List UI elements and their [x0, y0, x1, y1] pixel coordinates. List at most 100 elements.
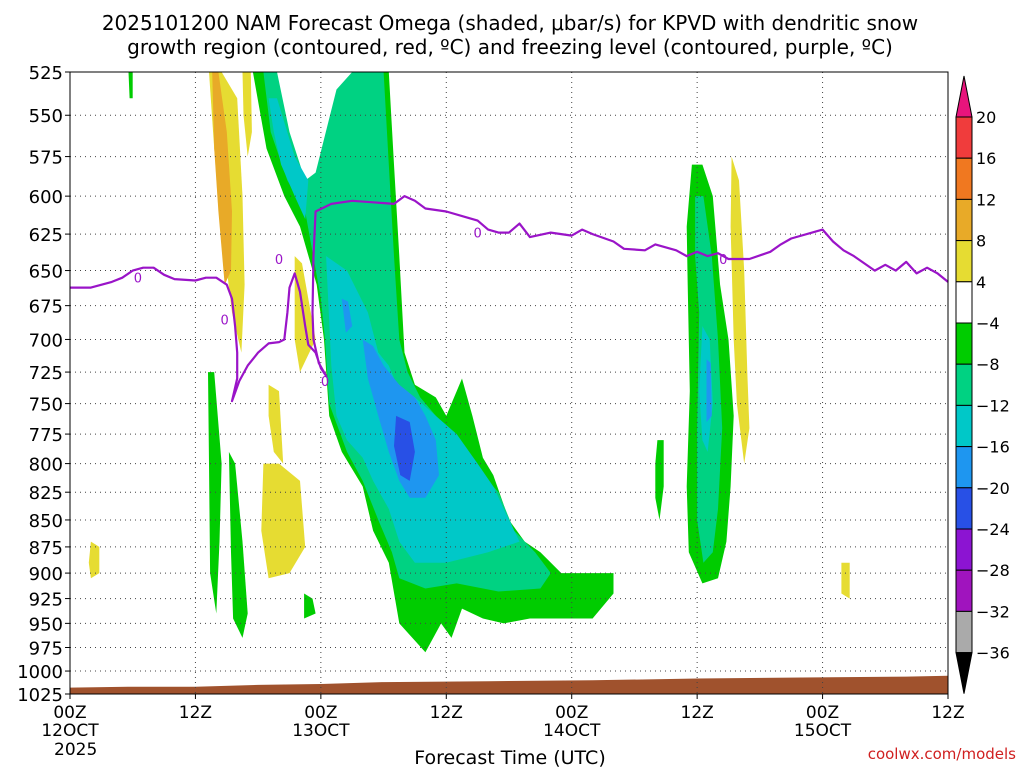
x-tick-time-label: 00Z	[806, 703, 839, 723]
y-tick-label: 750	[29, 395, 63, 416]
terrain-surface	[70, 675, 948, 694]
y-tick-label: 1000	[17, 662, 63, 683]
y-tick-label: 725	[29, 363, 63, 384]
omega-region-neg4-5	[655, 440, 664, 520]
omega-region-4-6	[730, 156, 750, 464]
omega-region-4-3	[268, 384, 284, 464]
ground-terrain	[70, 675, 948, 694]
omega-region-8-0	[212, 72, 232, 285]
omega-region-neg16-1	[341, 298, 353, 333]
colorbar-swatch	[955, 446, 973, 489]
omega-region-4-4	[261, 463, 306, 579]
x-tick-date-label: 15OCT	[794, 721, 852, 741]
colorbar-swatch	[955, 404, 973, 448]
colorbar-swatch	[955, 610, 973, 654]
y-axis: 525 550 575 600 625 650 675 700 725 750 775 800 825 8…	[17, 63, 70, 706]
y-tick-label: 825	[29, 483, 63, 504]
colorbar-label: −16	[976, 438, 1010, 457]
colorbar-label: 16	[976, 149, 996, 168]
x-tick-time-label: 12Z	[681, 703, 714, 723]
y-tick-label: 700	[29, 330, 63, 351]
colorbar: 20 16 12 8 4 −4 −8 −12 −16 −20 −24 −28 −32 −36	[955, 75, 1010, 694]
omega-shading	[88, 72, 850, 653]
y-tick-label: 850	[29, 511, 63, 532]
x-tick-year-label: 2025	[54, 740, 97, 760]
colorbar-swatch	[955, 116, 973, 159]
colorbar-label: 12	[976, 190, 996, 209]
y-tick-label: 675	[29, 297, 63, 318]
colorbar-label: 20	[976, 108, 996, 127]
colorbar-label: −20	[976, 479, 1010, 498]
y-tick-label: 875	[29, 538, 63, 559]
omega-region-neg16-2	[706, 359, 712, 422]
freezing-level-label: 0	[275, 253, 283, 268]
y-tick-label: 575	[29, 148, 63, 169]
omega-region-neg8-0	[263, 72, 551, 592]
colorbar-swatch	[955, 240, 973, 283]
omega-region-4-5	[88, 541, 100, 579]
freezing-level-label: 0	[474, 227, 482, 242]
omega-region-neg12-0	[268, 98, 309, 220]
y-tick-label: 975	[29, 639, 63, 660]
colorbar-label: 4	[976, 273, 986, 292]
y-tick-label: 775	[29, 425, 63, 446]
omega-region-neg4-4	[304, 593, 316, 619]
x-tick-time-label: 00Z	[304, 703, 337, 723]
credit-text: coolwx.com/models	[868, 745, 1016, 763]
x-tick-time-label: 12Z	[179, 703, 212, 723]
chart-title-line2: growth region (contoured, red, ºC) and f…	[127, 35, 893, 59]
colorbar-label: −32	[976, 602, 1010, 621]
omega-region-neg4-2	[208, 372, 222, 614]
colorbar-swatch	[955, 157, 973, 200]
freezing-level-label: 0	[134, 272, 142, 287]
colorbar-swatch	[955, 363, 973, 406]
omega-region-neg12-1	[326, 256, 520, 563]
omega-region-neg24-0	[400, 428, 408, 476]
y-tick-label: 800	[29, 455, 63, 476]
freezing-level-label: 0	[321, 375, 329, 390]
x-tick-date-label: 13OCT	[292, 721, 350, 741]
chart-title-line1: 2025101200 NAM Forecast Omega (shaded, μ…	[102, 11, 918, 35]
colorbar-label: −28	[976, 561, 1010, 580]
y-tick-label: 625	[29, 225, 63, 246]
colorbar-swatch	[955, 569, 973, 612]
colorbar-label: −24	[976, 520, 1010, 539]
freezing-level-line	[70, 195, 949, 403]
y-tick-label: 550	[29, 106, 63, 127]
x-tick-time-label: 00Z	[555, 703, 588, 723]
colorbar-label: −4	[976, 314, 1000, 333]
colorbar-swatch	[955, 528, 973, 571]
x-axis-label: Forecast Time (UTC)	[414, 747, 605, 768]
freezing-level: 0 0 0 0 0 0	[70, 195, 949, 403]
colorbar-bottom-arrow	[955, 652, 973, 694]
y-tick-label: 1025	[17, 685, 63, 706]
y-tick-label: 525	[29, 63, 63, 84]
omega-region-neg4-0	[128, 72, 133, 99]
colorbar-swatch	[955, 487, 973, 530]
omega-region-4-7	[841, 562, 850, 599]
omega-region-neg4-3	[228, 451, 248, 638]
y-tick-label: 950	[29, 614, 63, 635]
colorbar-swatch	[955, 198, 973, 242]
x-tick-time-label: 12Z	[931, 703, 964, 723]
y-tick-label: 600	[29, 187, 63, 208]
y-tick-label: 900	[29, 564, 63, 585]
omega-region-neg12-2	[699, 326, 713, 452]
x-tick-time-label: 12Z	[430, 703, 463, 723]
x-tick-time-label: 00Z	[53, 703, 86, 723]
freezing-level-label: 0	[719, 253, 727, 268]
omega-region-4-2	[294, 256, 316, 373]
colorbar-label: −8	[976, 355, 1000, 374]
colorbar-top-arrow	[955, 75, 973, 118]
colorbar-label: 8	[976, 232, 986, 251]
colorbar-label: −36	[976, 644, 1010, 663]
omega-region-4-1	[242, 72, 252, 157]
x-tick-date-label: 14OCT	[543, 721, 601, 741]
colorbar-label: −12	[976, 396, 1010, 415]
y-tick-label: 650	[29, 262, 63, 283]
x-tick-date-label: 12OCT	[41, 721, 99, 741]
y-tick-label: 925	[29, 590, 63, 611]
colorbar-swatch	[955, 322, 973, 365]
